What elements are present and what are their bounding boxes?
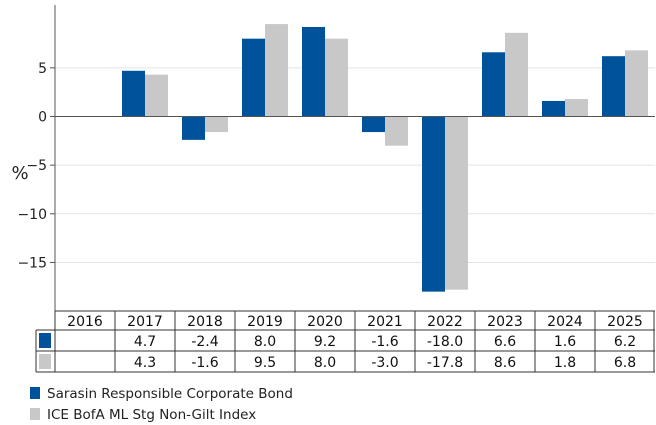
bar-1-2022 — [445, 116, 468, 290]
table-value-0-2019: 8.0 — [254, 334, 276, 350]
y-tick-label: −15 — [17, 255, 47, 271]
bar-0-2017 — [122, 70, 145, 117]
bar-0-2024 — [542, 100, 565, 117]
table-header-2019: 2019 — [247, 314, 283, 330]
table-header-2017: 2017 — [127, 314, 163, 330]
table-header-2021: 2021 — [367, 314, 403, 330]
bar-1-2021 — [385, 116, 408, 146]
legend-swatch-0 — [30, 387, 40, 399]
table-value-1-2022: -17.8 — [427, 355, 463, 371]
legend-label-1: ICE BofA ML Stg Non-Gilt Index — [47, 407, 257, 423]
table-value-0-2025: 6.2 — [614, 334, 636, 350]
bar-1-2019 — [265, 24, 288, 117]
bar-0-2025 — [602, 56, 625, 117]
bar-0-2022 — [422, 116, 445, 292]
bar-1-2017 — [145, 74, 168, 117]
y-tick-label: 0 — [38, 110, 47, 126]
table-value-1-2019: 9.5 — [254, 355, 276, 371]
table-value-1-2021: -3.0 — [371, 355, 398, 371]
table-value-1-2023: 8.6 — [494, 355, 516, 371]
bar-0-2019 — [242, 38, 265, 117]
table-value-1-2024: 1.8 — [554, 355, 576, 371]
table-swatch-0 — [39, 333, 51, 348]
y-tick-label: −5 — [26, 158, 47, 174]
table-value-1-2020: 8.0 — [314, 355, 336, 371]
bar-1-2023 — [505, 32, 528, 117]
bar-0-2020 — [302, 26, 325, 117]
y-axis-label: % — [11, 163, 28, 184]
y-tick-label: 5 — [38, 61, 47, 77]
table-value-0-2021: -1.6 — [371, 334, 398, 350]
bar-0-2023 — [482, 52, 505, 117]
legend-label-0: Sarasin Responsible Corporate Bond — [47, 386, 293, 402]
bar-1-2024 — [565, 98, 588, 117]
table-swatch-1 — [39, 354, 51, 369]
legend-item-0: Sarasin Responsible Corporate Bond — [30, 386, 293, 402]
legend-swatch-1 — [30, 408, 40, 420]
table-value-1-2018: -1.6 — [191, 355, 218, 371]
table-value-1-2025: 6.8 — [614, 355, 636, 371]
table-header-2023: 2023 — [487, 314, 523, 330]
bar-0-2021 — [362, 116, 385, 133]
table-value-0-2022: -18.0 — [427, 334, 463, 350]
table-header-2020: 2020 — [307, 314, 343, 330]
bar-1-2025 — [625, 50, 648, 117]
y-tick-label: −10 — [17, 207, 47, 223]
legend-item-1: ICE BofA ML Stg Non-Gilt Index — [30, 407, 256, 423]
bar-1-2020 — [325, 38, 348, 117]
table-value-0-2020: 9.2 — [314, 334, 336, 350]
table-header-2024: 2024 — [547, 314, 583, 330]
table-value-0-2023: 6.6 — [494, 334, 516, 350]
table-value-0-2018: -2.4 — [191, 334, 218, 350]
table-header-2022: 2022 — [427, 314, 463, 330]
table-value-0-2024: 1.6 — [554, 334, 576, 350]
table-value-1-2017: 4.3 — [134, 355, 156, 371]
table-value-0-2017: 4.7 — [134, 334, 156, 350]
bar-1-2018 — [205, 116, 228, 133]
table-header-2025: 2025 — [607, 314, 643, 330]
bar-0-2018 — [182, 116, 205, 140]
table-header-2018: 2018 — [187, 314, 223, 330]
table-header-2016: 2016 — [67, 314, 103, 330]
